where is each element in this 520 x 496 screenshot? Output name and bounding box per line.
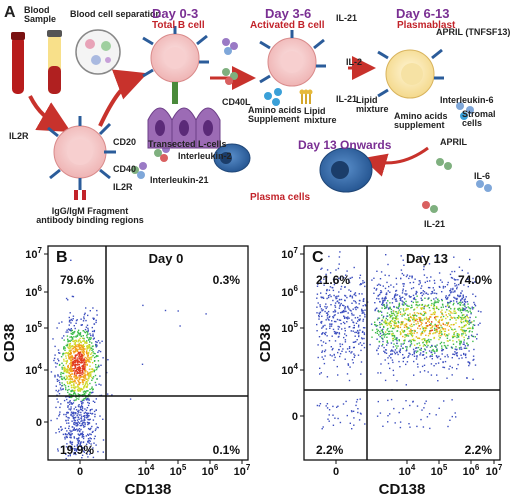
il21-top-label: IL-21 bbox=[336, 13, 358, 23]
il2r-left-label: IL2R bbox=[9, 131, 29, 141]
x-tick-label-B-3: 106 bbox=[202, 463, 219, 478]
scatter-points-C bbox=[316, 251, 482, 430]
b-cell-icon bbox=[47, 116, 116, 200]
il21-mid-label: IL-21 bbox=[336, 94, 358, 104]
blood-sample-label: Blood Sample bbox=[24, 5, 57, 25]
stage-1-subtitle: Total B cell bbox=[152, 20, 205, 31]
plasma-cell-left-icon bbox=[213, 143, 251, 173]
quadrant-top-left-B: 79.6% bbox=[60, 273, 94, 287]
y-axis-title-B: CD38 bbox=[1, 324, 18, 362]
plot-title-C: Day 13 bbox=[406, 251, 448, 266]
stage-2-subtitle: Activated B cell bbox=[250, 20, 325, 31]
x-tick-label-C-3: 106 bbox=[463, 463, 480, 478]
stromal-cells-dots-icon bbox=[456, 102, 474, 120]
day13-subtitle: Plasma cells bbox=[250, 192, 311, 203]
y-tick-label-B-3: 106 bbox=[25, 284, 42, 299]
day13-title: Day 13 Onwards bbox=[298, 138, 392, 152]
panel-a-diagram bbox=[11, 26, 492, 213]
panel-letter-B: B bbox=[56, 249, 68, 266]
day0-b-cell-icon bbox=[142, 26, 209, 104]
flow-cytometry-plots: B Day 0 79.6% 0.3% 19.9% 0.1% 0 104 105 106 107 0 10… bbox=[1, 245, 503, 496]
stromal-cells-label: Stromal cells bbox=[462, 109, 496, 129]
blood-cell-separation-label: Blood cell separation bbox=[70, 9, 162, 19]
y-tick-label-C-3: 106 bbox=[281, 284, 298, 299]
quadrant-bottom-right-C: 2.2% bbox=[465, 443, 493, 457]
stage-1-title: Day 0-3 bbox=[152, 6, 199, 21]
y-tick-label-B-1: 104 bbox=[25, 362, 42, 377]
blood-tube-icon bbox=[11, 32, 25, 94]
y-tick-label-C-0: 0 bbox=[292, 411, 298, 423]
lipid-mixture-2-label: Lipid mixture bbox=[356, 95, 389, 115]
y-tick-label-C-4: 107 bbox=[281, 246, 298, 261]
quadrant-top-right-B: 0.3% bbox=[213, 273, 241, 287]
arrow-day6-to-day13 bbox=[362, 146, 429, 177]
amino-acids-dots-icon bbox=[264, 88, 282, 106]
amino-acids-supplement-2-label: Amino acids supplement bbox=[394, 111, 448, 131]
transected-l-cells-label: Transected L-cells bbox=[148, 139, 227, 149]
x-tick-label-C-1: 104 bbox=[399, 463, 416, 478]
arrow-bcell-to-day0 bbox=[98, 69, 148, 127]
x-tick-label-B-2: 105 bbox=[170, 463, 187, 478]
x-axis-title-B: CD138 bbox=[125, 481, 172, 496]
stage-3-subtitle: Plasmablast bbox=[397, 20, 456, 31]
igg-igm-label: IgG/IgM Fragment antibody binding region… bbox=[36, 206, 144, 226]
plot-frame-C bbox=[303, 245, 501, 461]
quadrant-top-left-C: 21.6% bbox=[316, 273, 350, 287]
cd40l-label: CD40L bbox=[222, 97, 251, 107]
separated-tube-icon bbox=[47, 30, 62, 94]
cytokine-cluster-icon bbox=[222, 38, 238, 85]
interleukin-21-dots-icon bbox=[131, 162, 147, 179]
plasma-cell-right-icon bbox=[319, 147, 373, 193]
scatter-points-B bbox=[50, 259, 207, 460]
cytokine-dots-right-icon bbox=[422, 158, 492, 213]
il2-mid-label: IL-2 bbox=[346, 57, 363, 67]
plot-frame-B bbox=[47, 245, 249, 461]
y-tick-label-B-2: 105 bbox=[25, 320, 42, 335]
stage-3-title: Day 6-13 bbox=[396, 6, 450, 21]
y-tick-label-C-1: 104 bbox=[281, 362, 298, 377]
il2r-bottom-label: IL2R bbox=[113, 182, 133, 192]
x-tick-label-C-0: 0 bbox=[333, 466, 339, 478]
lipid-mixture-1-label: Lipid mixture bbox=[304, 106, 337, 126]
x-tick-label-B-0: 0 bbox=[77, 466, 83, 478]
interleukin-21-label: Interleukin-21 bbox=[150, 175, 209, 185]
amino-acids-supplement-label: Amino acids Supplement bbox=[248, 105, 302, 125]
x-axis-title-C: CD138 bbox=[379, 481, 426, 496]
y-axis-title-C: CD38 bbox=[257, 324, 274, 362]
x-tick-label-B-1: 104 bbox=[138, 463, 155, 478]
x-tick-label-C-4: 107 bbox=[486, 463, 503, 478]
arrow-tube-to-bcell bbox=[28, 95, 71, 132]
april-tnfsf13-label: APRIL (TNFSF13) bbox=[436, 27, 511, 37]
il21-bottom-label: IL-21 bbox=[424, 219, 446, 229]
day6-plasmablast-icon bbox=[377, 48, 444, 99]
lipid-mixture-icon bbox=[299, 89, 313, 104]
cd40-label: CD40 bbox=[113, 164, 137, 174]
april-label: APRIL bbox=[440, 137, 467, 147]
plot-title-B: Day 0 bbox=[149, 251, 184, 266]
day3-activated-b-cell-icon bbox=[259, 30, 326, 87]
transected-l-cells-icon bbox=[147, 107, 221, 149]
quadrant-bottom-left-C: 2.2% bbox=[316, 443, 344, 457]
cd20-label: CD20 bbox=[113, 137, 137, 147]
panel-letter-C: C bbox=[312, 249, 324, 266]
y-tick-label-B-0: 0 bbox=[36, 417, 42, 429]
stage-2-title: Day 3-6 bbox=[265, 6, 312, 21]
panel-a-letter: A bbox=[4, 4, 16, 21]
interleukin-2-label: Interleukin-2 bbox=[178, 151, 232, 161]
y-tick-label-B-4: 107 bbox=[25, 246, 42, 261]
quadrant-bottom-left-B: 19.9% bbox=[60, 443, 94, 457]
il6-label: IL-6 bbox=[474, 171, 491, 181]
x-tick-label-C-2: 105 bbox=[431, 463, 448, 478]
quadrant-bottom-right-B: 0.1% bbox=[213, 443, 241, 457]
interleukin-6-label: Interleukin-6 bbox=[440, 95, 494, 105]
cell-separation-circle-icon bbox=[75, 29, 121, 75]
x-tick-label-B-4: 107 bbox=[234, 463, 251, 478]
quadrant-top-right-C: 74.0% bbox=[458, 273, 492, 287]
y-tick-label-C-2: 105 bbox=[281, 320, 298, 335]
